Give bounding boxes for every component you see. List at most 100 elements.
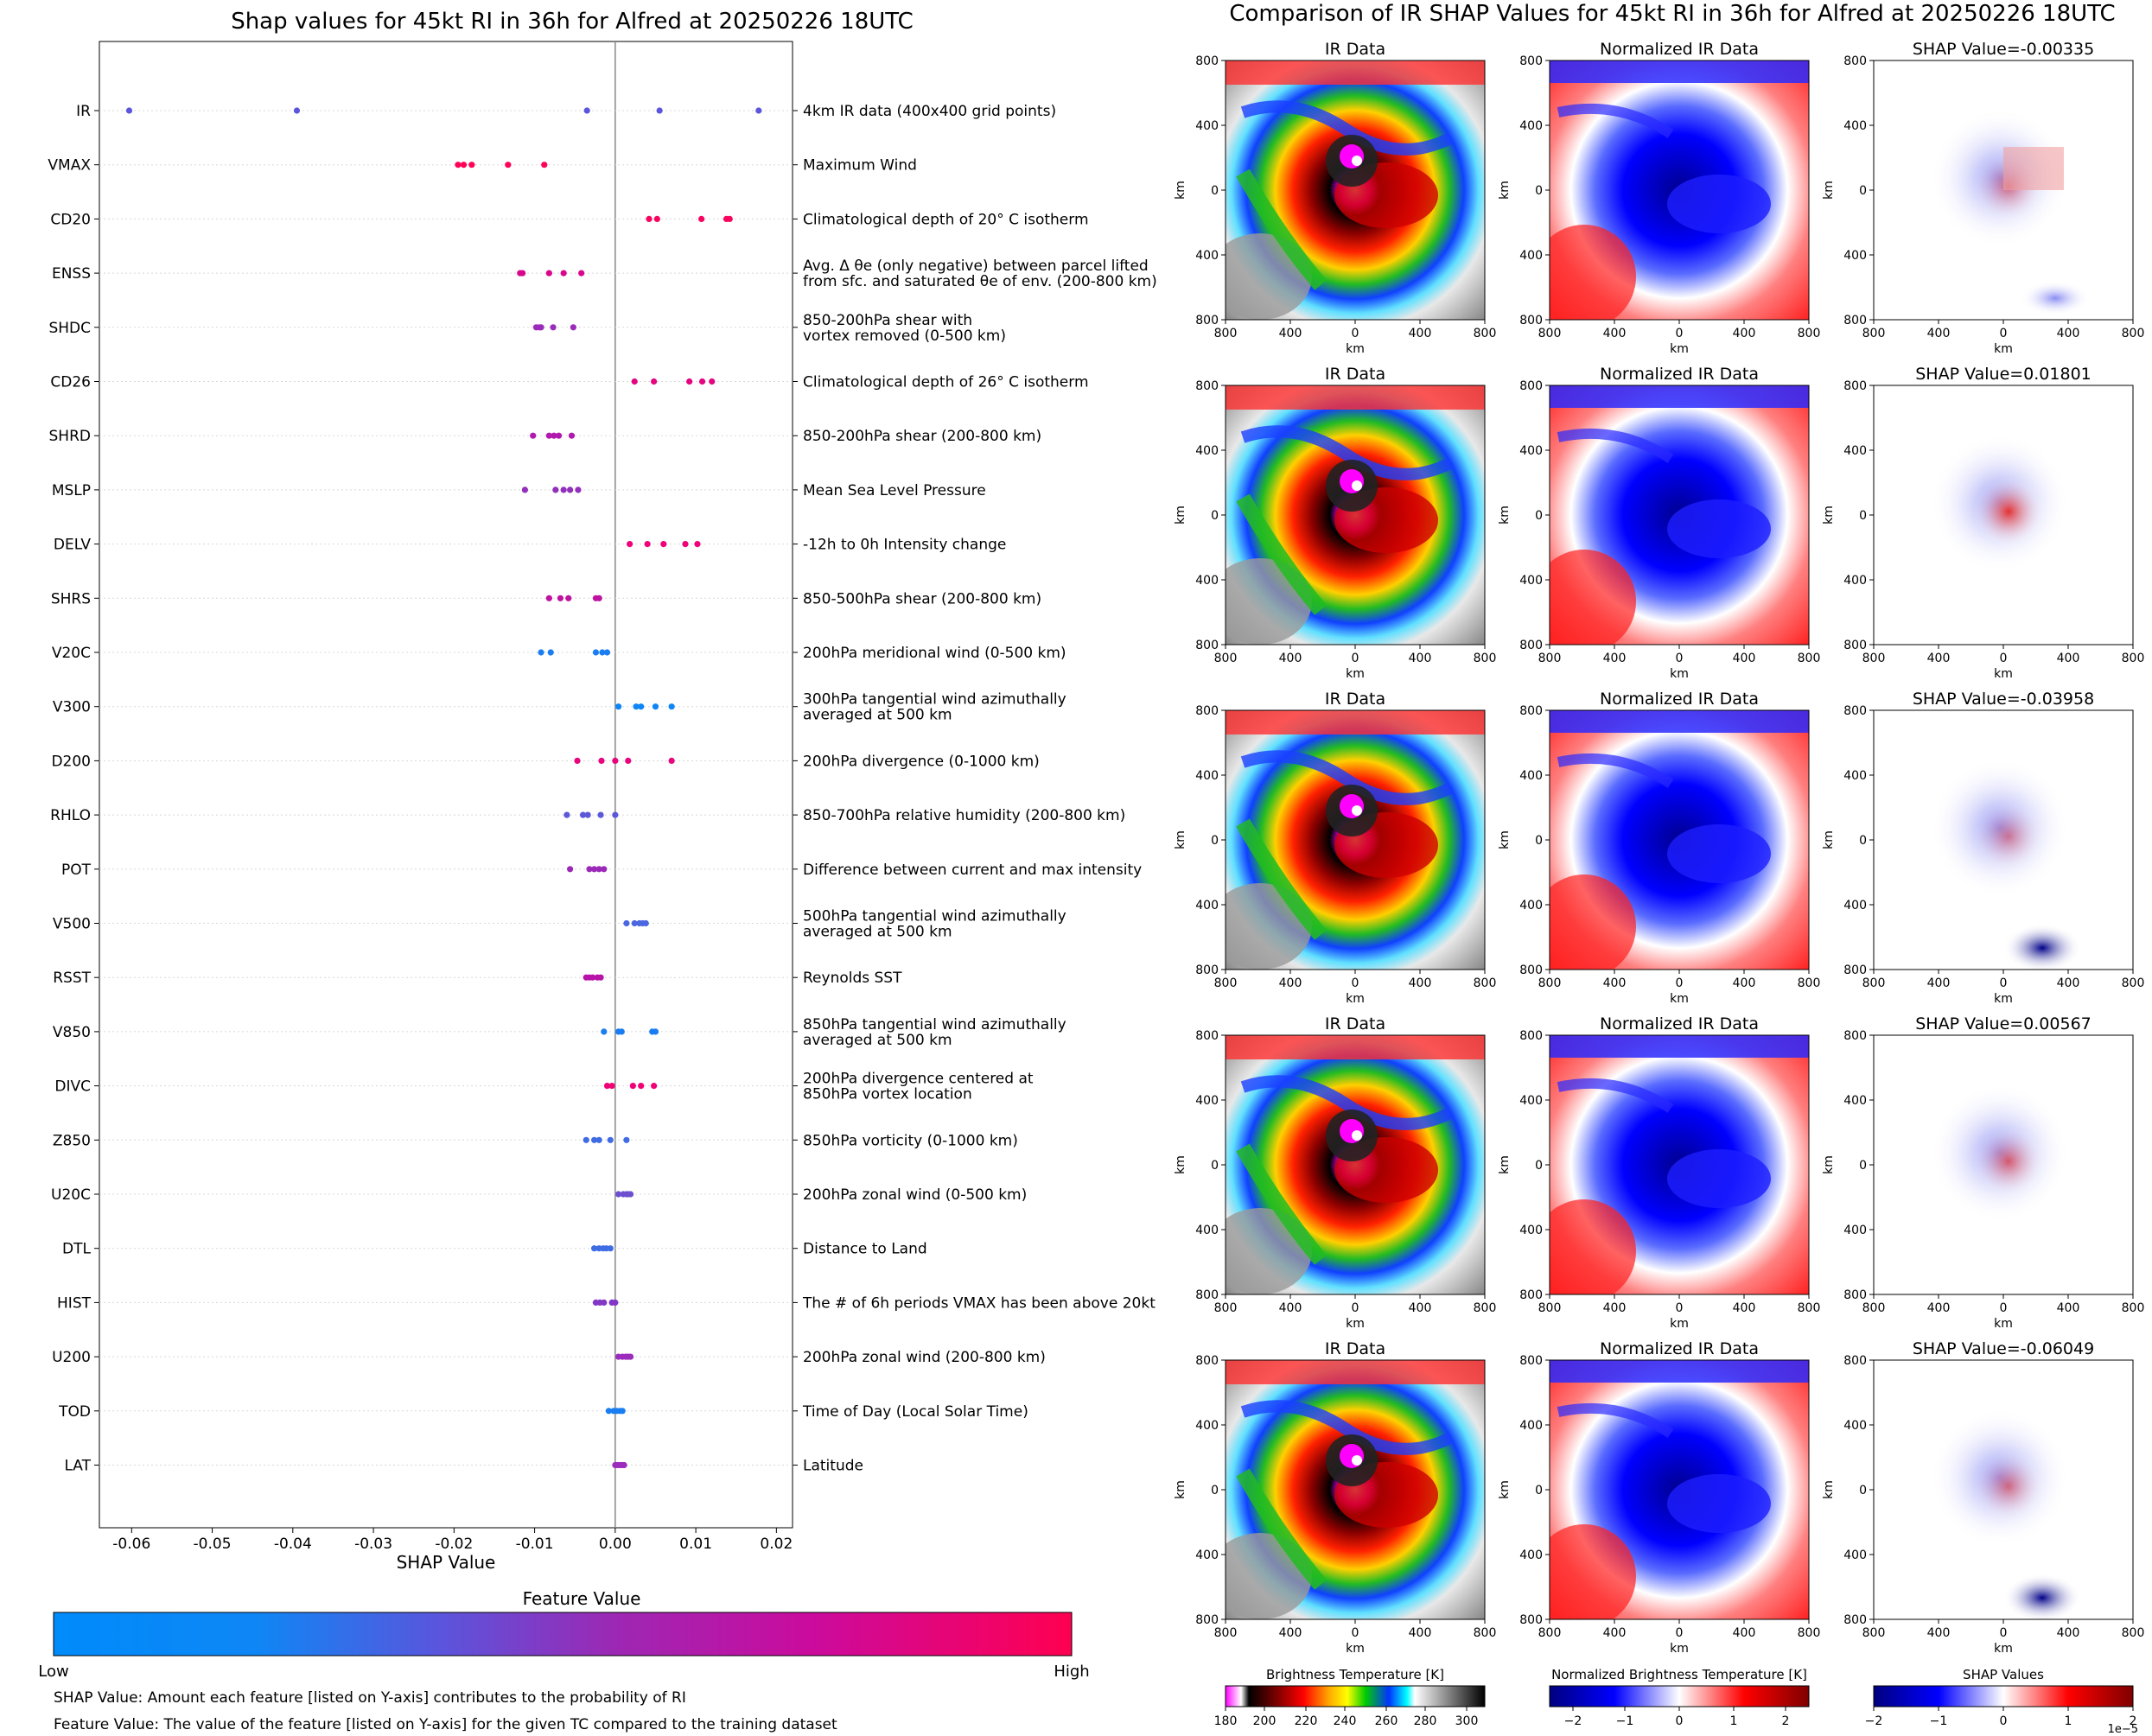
x-tick-label: -0.05: [194, 1536, 232, 1553]
shap-point: [623, 919, 630, 927]
shap-point: [605, 1408, 612, 1415]
y-tick-label: 800: [1843, 379, 1867, 393]
y-tick-label: 400: [1843, 899, 1867, 913]
shap-point: [589, 974, 596, 981]
feature-label: U20C: [51, 1186, 91, 1204]
shap-note: SHAP Value: Amount each feature [listed …: [54, 1689, 686, 1707]
normalized-ir-panel: Normalized IR Data8008004004000040040080…: [1498, 690, 1820, 1006]
shap-point: [590, 866, 598, 873]
x-axis-label: km: [1346, 667, 1365, 681]
panel-title: SHAP Value=0.00567: [1915, 1014, 2092, 1033]
x-tick-label: 800: [1474, 1626, 1497, 1640]
colorbar-tick-label: 240: [1334, 1714, 1357, 1728]
feature-description: Maximum Wind: [803, 157, 917, 175]
x-axis-label: km: [1670, 342, 1689, 356]
y-tick-label: 0: [1535, 1484, 1543, 1498]
x-tick-label: 400: [2057, 1626, 2080, 1640]
panel-title: IR Data: [1325, 1014, 1385, 1033]
shap-point: [590, 1136, 598, 1143]
feature-description: averaged at 500 km: [803, 1032, 952, 1049]
shap-point: [583, 1136, 589, 1143]
feature-description: 850-500hPa shear (200-800 km): [803, 590, 1041, 607]
shap-point: [601, 1299, 608, 1306]
feature-description: averaged at 500 km: [803, 924, 952, 941]
shap-point: [538, 324, 544, 331]
feature-description: 850hPa vortex location: [803, 1086, 972, 1103]
feature-description: 200hPa zonal wind (0-500 km): [803, 1186, 1027, 1204]
x-axis-label: km: [1346, 1317, 1365, 1331]
feature-label: DELV: [54, 537, 91, 554]
feature-description: The # of 6h periods VMAX has been above …: [802, 1294, 1156, 1312]
feature-description: 200hPa divergence centered at: [803, 1071, 1034, 1088]
panel-image: [1226, 1360, 1485, 1619]
feature-description: Climatological depth of 20° C isotherm: [803, 211, 1089, 228]
shap-point: [668, 703, 675, 710]
colorbar-tick-label: 2: [1782, 1714, 1790, 1728]
feature-label: POT: [61, 862, 92, 879]
feature-label: V500: [53, 916, 91, 933]
feature-label: V20C: [52, 645, 91, 662]
shap-map-panel: SHAP Value=-0.03958800800400400004004008…: [1822, 690, 2144, 1006]
y-tick-label: 400: [1519, 1094, 1543, 1108]
shap-point: [583, 107, 590, 114]
shap-point: [293, 107, 301, 114]
x-tick-label: 800: [1862, 976, 1886, 990]
x-tick-label: 800: [2122, 1301, 2145, 1315]
y-tick-label: 800: [1195, 1288, 1219, 1302]
x-tick-label: 0: [2000, 1626, 2008, 1640]
y-tick-label: 400: [1195, 444, 1219, 458]
colorbar-gradient: [53, 1612, 1073, 1657]
y-tick-label: 800: [1519, 54, 1543, 68]
shap-point: [521, 486, 528, 493]
x-tick-label: 800: [1798, 1301, 1821, 1315]
y-tick-label: 800: [1843, 963, 1867, 977]
brightness-colorbar: Brightness Temperature [K] 180 200 220 240 2…: [1214, 1667, 1486, 1728]
x-tick-label: 400: [1409, 976, 1432, 990]
shap-point: [584, 811, 591, 818]
shap-point: [586, 866, 593, 873]
shap-point: [567, 486, 574, 493]
x-tick-label: 800: [1214, 652, 1238, 665]
x-tick-label: 400: [1733, 1301, 1756, 1315]
feature-label: SHDC: [48, 320, 91, 337]
feature-label: V850: [53, 1024, 91, 1041]
normalized-ir-panel: Normalized IR Data8008004004000040040080…: [1498, 365, 1820, 681]
feature-label: LAT: [64, 1458, 91, 1475]
panel-image: [1874, 710, 2133, 970]
x-axis-label: km: [1994, 667, 2013, 681]
y-tick-label: 0: [1211, 834, 1219, 848]
y-tick-label: 400: [1519, 574, 1543, 588]
y-axis-label: km: [1822, 1480, 1836, 1499]
shap-point: [550, 324, 557, 331]
shap-point: [125, 107, 133, 114]
shap-point: [656, 107, 663, 114]
y-tick-label: 800: [1195, 704, 1219, 718]
y-tick-label: 800: [1843, 704, 1867, 718]
normalized-ir-panel: Normalized IR Data8008004004000040040080…: [1498, 1339, 1820, 1656]
x-axis-label: km: [1994, 342, 2013, 356]
y-tick-label: 0: [1859, 184, 1867, 198]
feature-description: Difference between current and max inten…: [803, 862, 1142, 879]
y-axis-label: km: [1498, 1480, 1512, 1499]
shap-point: [595, 866, 602, 873]
y-tick-label: 0: [1859, 509, 1867, 523]
x-tick-label: 800: [1538, 976, 1562, 990]
y-tick-label: 800: [1195, 963, 1219, 977]
panel-image: [1550, 385, 1809, 645]
left-chart-title: Shap values for 45kt RI in 36h for Alfre…: [231, 9, 914, 35]
shap-point: [597, 811, 604, 818]
y-tick-label: 800: [1195, 379, 1219, 393]
feature-description: Latitude: [803, 1458, 863, 1475]
y-tick-label: 800: [1519, 314, 1543, 327]
y-tick-label: 400: [1843, 574, 1867, 588]
y-tick-label: 400: [1195, 1548, 1219, 1562]
colorbar-tick-label: −2: [1865, 1714, 1883, 1728]
y-tick-label: 800: [1195, 314, 1219, 327]
shap-point: [621, 1461, 627, 1469]
shap-point: [614, 1191, 622, 1198]
y-tick-label: 800: [1843, 54, 1867, 68]
x-tick-label: 400: [1603, 1301, 1627, 1315]
x-tick-label: 800: [1798, 327, 1821, 340]
feature-label: DTL: [62, 1241, 91, 1258]
x-tick-label: 0.01: [679, 1536, 712, 1553]
